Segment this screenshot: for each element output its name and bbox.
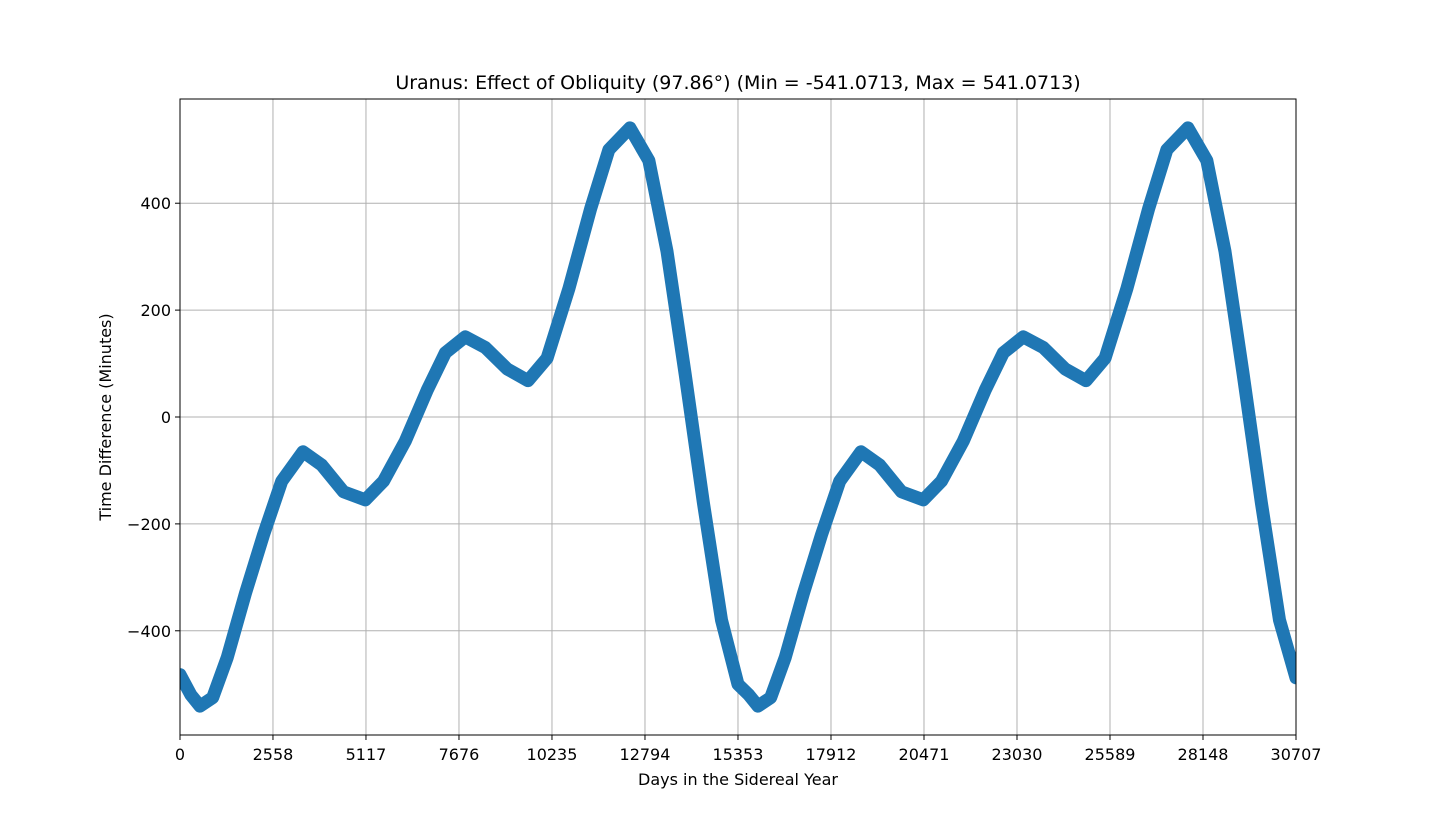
x-tick-label: 7676 bbox=[439, 745, 480, 764]
x-tick-label: 20471 bbox=[899, 745, 950, 764]
data-line bbox=[180, 121, 1296, 713]
plot-frame bbox=[179, 98, 1297, 736]
x-tick-label: 2558 bbox=[253, 745, 294, 764]
x-tick-label: 30707 bbox=[1271, 745, 1322, 764]
x-tick-label: 17912 bbox=[806, 745, 857, 764]
y-tick-label: −200 bbox=[127, 515, 171, 534]
x-tick-label: 28148 bbox=[1178, 745, 1229, 764]
x-tick-label: 10235 bbox=[527, 745, 578, 764]
y-tick-label: −400 bbox=[127, 622, 171, 641]
x-tick-label: 5117 bbox=[346, 745, 387, 764]
x-tick-label: 0 bbox=[175, 745, 185, 764]
chart-title: Uranus: Effect of Obliquity (97.86°) (Mi… bbox=[395, 72, 1080, 94]
y-tick-label: 400 bbox=[140, 194, 171, 213]
x-axis-label: Days in the Sidereal Year bbox=[638, 770, 838, 789]
y-tick-label: 0 bbox=[161, 408, 171, 427]
x-tick-label: 23030 bbox=[992, 745, 1043, 764]
x-tick-label: 25589 bbox=[1085, 745, 1136, 764]
y-tick-label: 200 bbox=[140, 301, 171, 320]
y-axis-label: Time Difference (Minutes) bbox=[96, 313, 115, 521]
x-tick-label: 15353 bbox=[713, 745, 764, 764]
x-tick-label: 12794 bbox=[620, 745, 671, 764]
